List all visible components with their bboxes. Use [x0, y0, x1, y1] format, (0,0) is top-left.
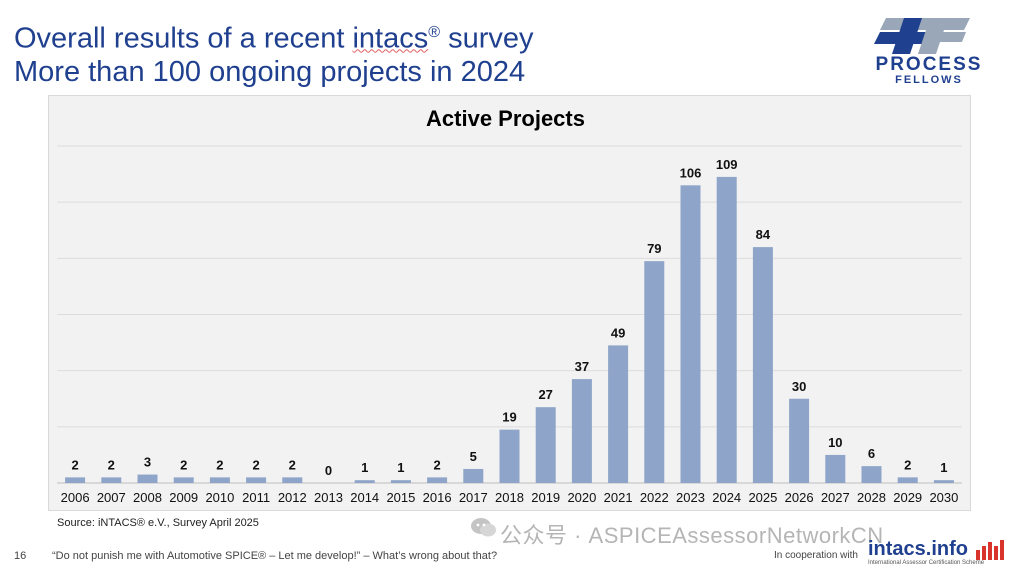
watermark-text: 公众号 · ASPICEAssessorNetworkCN: [500, 523, 884, 548]
bar-2027: [825, 454, 846, 483]
tick-label-2016: 2016: [423, 490, 452, 505]
tick-label-2020: 2020: [567, 490, 596, 505]
bar-2010: [209, 477, 230, 483]
bar-2014: [354, 480, 375, 483]
tick-label-2013: 2013: [314, 490, 343, 505]
bar-2009: [173, 477, 194, 483]
data-label-2027: 10: [828, 435, 842, 450]
footer-quote: “Do not punish me with Automotive SPICE®…: [52, 550, 498, 562]
tick-label-2027: 2027: [821, 490, 850, 505]
logo-word-fellows: FELLOWS: [895, 74, 963, 86]
tick-label-2010: 2010: [205, 490, 234, 505]
data-label-2013: 0: [325, 463, 332, 478]
bar-2023: [680, 185, 701, 484]
tick-label-2008: 2008: [133, 490, 162, 505]
bar-2015: [390, 480, 411, 483]
data-label-2020: 37: [575, 359, 589, 374]
tick-label-2023: 2023: [676, 490, 705, 505]
wechat-icon: [471, 518, 496, 537]
bar-2016: [427, 477, 448, 483]
data-label-2008: 3: [144, 455, 151, 470]
intacs-subtitle: International Assessor Certification Sch…: [868, 560, 985, 566]
tick-label-2014: 2014: [350, 490, 379, 505]
bar-2008: [137, 474, 158, 483]
source-note: Source: iNTACS® e.V., Survey April 2025: [57, 517, 259, 529]
tick-label-2026: 2026: [785, 490, 814, 505]
data-label-2012: 2: [289, 457, 296, 472]
bar-2028: [861, 466, 882, 483]
data-label-2009: 2: [180, 457, 187, 472]
bar-2007: [101, 477, 122, 483]
logo-word-process: PROCESS: [876, 54, 983, 75]
bar-2020: [571, 379, 592, 483]
chart-container: Active Projects 2 2006 2 2007 3 2008 2 2009 2 2010…: [48, 95, 971, 511]
title-line-1: Overall results of a recent intacs® surv…: [14, 22, 534, 55]
data-label-2010: 2: [216, 457, 223, 472]
data-label-2014: 1: [361, 460, 368, 475]
data-label-2007: 2: [108, 457, 115, 472]
tick-label-2009: 2009: [169, 490, 198, 505]
tick-label-2019: 2019: [531, 490, 560, 505]
tick-label-2012: 2012: [278, 490, 307, 505]
data-label-2017: 5: [470, 449, 477, 464]
bar-2011: [246, 477, 267, 483]
bar-2018: [499, 429, 520, 483]
tick-label-2006: 2006: [61, 490, 90, 505]
title-brand: intacs: [352, 22, 429, 55]
page-title: Overall results of a recent intacs® surv…: [14, 16, 534, 89]
data-label-2029: 2: [904, 457, 911, 472]
tick-label-2021: 2021: [604, 490, 633, 505]
bar-2030: [933, 480, 954, 483]
intacs-logo-text: intacs.info: [868, 538, 969, 560]
bar-2006: [65, 477, 86, 483]
tick-label-2018: 2018: [495, 490, 524, 505]
bar-2025: [752, 247, 773, 483]
bar-2024: [716, 176, 737, 483]
tick-label-2030: 2030: [929, 490, 958, 505]
data-label-2021: 49: [611, 325, 625, 340]
pf-mark-icon: [874, 18, 970, 54]
bar-2017: [463, 468, 484, 483]
tick-label-2011: 2011: [242, 490, 270, 505]
data-label-2018: 19: [502, 410, 516, 425]
process-fellows-logo: PROCESS FELLOWS: [874, 18, 983, 86]
bar-2022: [644, 261, 665, 483]
data-label-2023: 106: [680, 165, 702, 180]
intacs-bars-icon: [976, 540, 1004, 560]
data-label-2028: 6: [868, 446, 875, 461]
cooperation-label: In cooperation with: [774, 550, 858, 561]
data-label-2026: 30: [792, 379, 806, 394]
bar-2029: [897, 477, 918, 483]
tick-label-2015: 2015: [386, 490, 415, 505]
bar-2021: [608, 345, 629, 483]
data-label-2016: 2: [433, 457, 440, 472]
data-label-2030: 1: [940, 460, 947, 475]
bar-2019: [535, 407, 556, 483]
data-label-2015: 1: [397, 460, 404, 475]
tick-label-2025: 2025: [748, 490, 777, 505]
data-label-2019: 27: [538, 387, 552, 402]
data-label-2011: 2: [252, 457, 259, 472]
active-projects-chart: Active Projects2200622007320082200922010…: [57, 106, 962, 505]
tick-label-2024: 2024: [712, 490, 741, 505]
bar-2012: [282, 477, 303, 483]
tick-label-2022: 2022: [640, 490, 669, 505]
page-number: 16: [14, 550, 27, 562]
title-line-2: More than 100 ongoing projects in 2024: [14, 55, 526, 88]
data-label-2022: 79: [647, 241, 661, 256]
tick-label-2029: 2029: [893, 490, 922, 505]
tick-label-2017: 2017: [459, 490, 488, 505]
chart-title: Active Projects: [426, 106, 585, 131]
bar-2026: [789, 398, 810, 483]
data-label-2024: 109: [716, 157, 738, 172]
data-label-2025: 84: [756, 227, 771, 242]
data-label-2006: 2: [71, 457, 78, 472]
tick-label-2028: 2028: [857, 490, 886, 505]
tick-label-2007: 2007: [97, 490, 126, 505]
